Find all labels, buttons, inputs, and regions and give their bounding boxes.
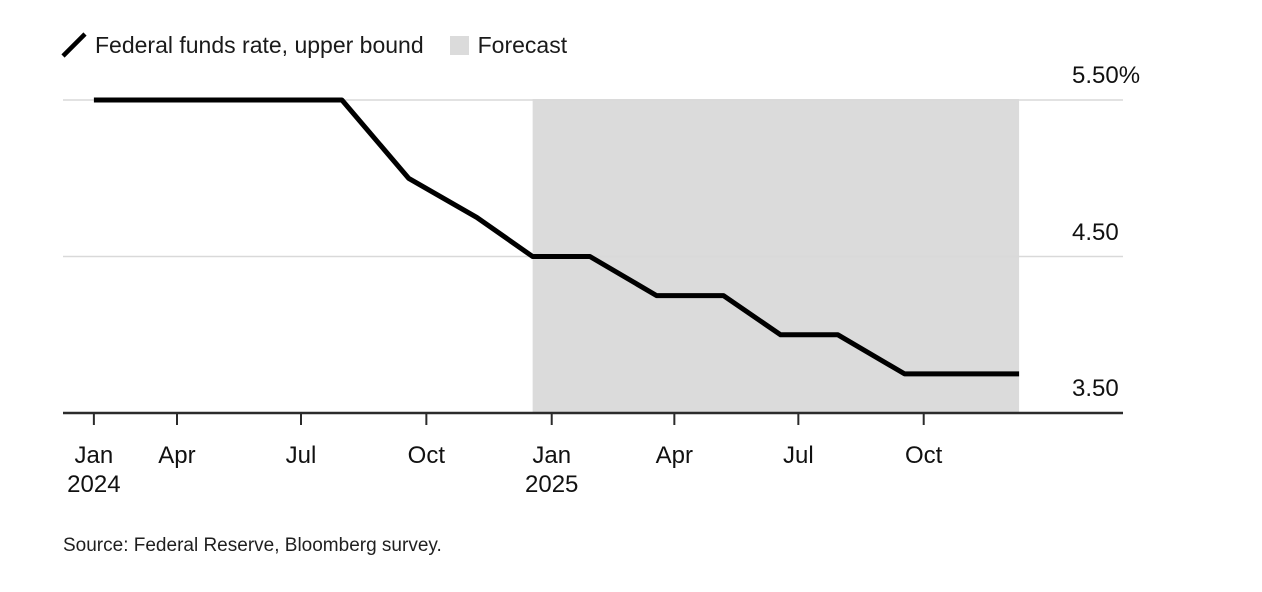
x-tick-label: Oct <box>366 441 486 470</box>
x-tick-label-line: Jul <box>782 442 814 469</box>
x-tick-label: Apr <box>117 441 237 470</box>
legend: Federal funds rate, upper bound Forecast <box>60 30 567 60</box>
x-tick-label: Apr <box>614 441 734 470</box>
line-series-marker-icon <box>61 32 87 58</box>
x-tick-label-line: Oct <box>407 442 446 469</box>
x-tick-label-line: Apr <box>158 442 196 469</box>
x-tick-label-line: 2025 <box>525 471 579 498</box>
x-axis-group <box>63 411 1123 425</box>
y-axis-label: 3.50 <box>1072 375 1119 402</box>
x-tick-label-line: 2024 <box>67 471 121 498</box>
x-tick-label: Jan 2025 <box>492 441 612 499</box>
series-line-group <box>93 97 1020 377</box>
x-tick-label: Oct <box>864 441 984 470</box>
legend-forecast-swatch-icon <box>449 35 469 55</box>
y-axis-label: 4.50 <box>1072 218 1119 246</box>
x-tick-label-line: Jul <box>285 442 317 469</box>
source-note: Source: Federal Reserve, Bloomberg surve… <box>63 535 442 556</box>
x-tick-label-line: Jan <box>74 442 114 469</box>
x-tick-label-line: Apr <box>655 442 694 469</box>
x-tick-label-line: Oct <box>905 442 943 469</box>
x-tick-label: Jan 2024 <box>34 441 154 499</box>
x-tick-label: Jul <box>241 441 361 470</box>
x-tick-label: Jul <box>738 441 858 470</box>
legend-series-label: Federal funds rate, upper bound <box>95 31 424 58</box>
x-tick-label-line: Jan <box>532 442 572 469</box>
y-axis-label: 5.50% <box>1072 62 1141 89</box>
rate-line <box>93 97 1020 377</box>
legend-forecast-label: Forecast <box>477 31 568 58</box>
